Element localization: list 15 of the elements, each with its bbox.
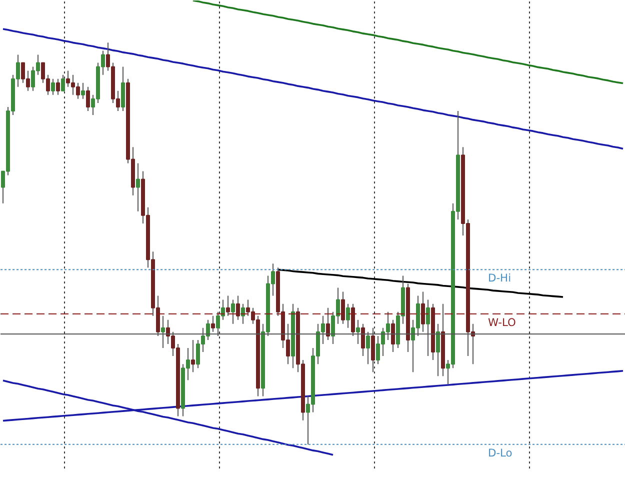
candlestick [61,74,65,92]
candlestick [346,303,350,328]
ref-line-label: D-Hi [488,272,512,285]
candlestick [136,162,140,212]
candlestick [86,86,90,112]
candlestick [191,339,195,373]
ref-line-label: D-Lo [488,446,512,460]
candlestick [51,78,55,96]
candlestick [231,299,235,324]
candlestick [341,291,345,324]
candlestick [226,295,230,316]
candlestick [236,295,240,320]
candlestick [56,78,60,96]
candlestick [81,82,85,100]
ref-line-label: W-LO [488,316,516,329]
